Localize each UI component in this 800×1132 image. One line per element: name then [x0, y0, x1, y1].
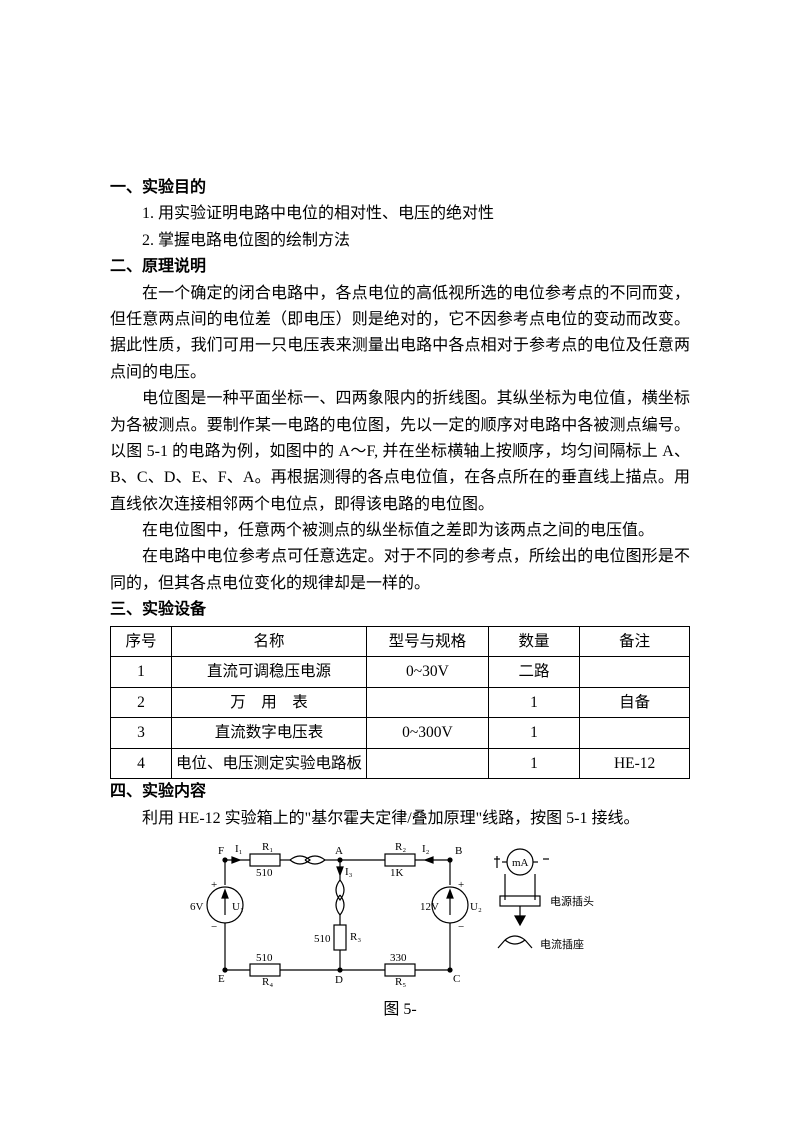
label-D: D — [335, 974, 343, 986]
section-3-title: 三、实验设备 — [110, 597, 690, 623]
figure-caption: 图 5- — [110, 997, 690, 1023]
principle-p1: 在一个确定的闭合电路中，各点电位的高低视所选的电位参考点的不同而变，但任意两点间… — [110, 281, 690, 387]
label-I2: I₂ — [422, 843, 430, 855]
cell: 1 — [488, 687, 579, 718]
cell: 直流可调稳压电源 — [171, 657, 366, 688]
cell: 电位、电压测定实验电路板 — [171, 748, 366, 779]
principle-p2: 电位图是一种平面坐标一、四两象限内的折线图。其纵坐标为电位值，横坐标为各被测点。… — [110, 386, 690, 518]
th-seq: 序号 — [111, 626, 172, 657]
label-R1: R₁ — [262, 841, 273, 853]
circuit-diagram: F I₁ R₁ 510 A I₃ R₂ 1K I₂ B 6V + − U₁ 12… — [110, 840, 690, 995]
principle-p4: 在电路中电位参考点可任意选定。对于不同的参考点，所绘出的电位图形是不同的，但其各… — [110, 544, 690, 597]
svg-text:−: − — [458, 921, 464, 933]
table-row: 4 电位、电压测定实验电路板 1 HE-12 — [111, 748, 690, 779]
svg-text:+: + — [211, 879, 217, 891]
cell: 二路 — [488, 657, 579, 688]
label-R3: R₃ — [350, 931, 361, 943]
label-330: 330 — [390, 952, 407, 964]
cell: HE-12 — [580, 748, 690, 779]
cell: 4 — [111, 748, 172, 779]
label-socket: 电流插座 — [540, 937, 584, 951]
principle-p3: 在电位图中，任意两个被测点的纵坐标值之差即为该两点之间的电压值。 — [110, 518, 690, 544]
label-510b: 510 — [256, 952, 273, 964]
table-header-row: 序号 名称 型号与规格 数量 备注 — [111, 626, 690, 657]
label-R4: R₄ — [262, 976, 273, 988]
cell: 2 — [111, 687, 172, 718]
label-plug: 电源插头 — [550, 894, 594, 908]
cell: 自备 — [580, 687, 690, 718]
svg-text:−: − — [211, 921, 217, 933]
label-B: B — [455, 845, 462, 857]
cell: 0~300V — [366, 718, 488, 749]
cell — [366, 687, 488, 718]
th-spec: 型号与规格 — [366, 626, 488, 657]
label-510a: 510 — [256, 867, 273, 879]
table-row: 1 直流可调稳压电源 0~30V 二路 — [111, 657, 690, 688]
th-note: 备注 — [580, 626, 690, 657]
label-I3: I₃ — [345, 866, 353, 878]
label-R5: R₅ — [395, 976, 406, 988]
objective-2: 2. 掌握电路电位图的绘制方法 — [110, 228, 690, 254]
label-12V: 12V — [420, 901, 439, 913]
section-4-title: 四、实验内容 — [110, 779, 690, 805]
section-2-title: 二、原理说明 — [110, 254, 690, 280]
label-U1: U₁ — [232, 901, 244, 913]
label-C: C — [453, 973, 460, 985]
table-row: 2 万 用 表 1 自备 — [111, 687, 690, 718]
cell: 1 — [488, 748, 579, 779]
cell: 1 — [488, 718, 579, 749]
label-F: F — [218, 845, 224, 857]
cell: 直流数字电压表 — [171, 718, 366, 749]
label-6V: 6V — [190, 901, 204, 913]
objective-1: 1. 用实验证明电路中电位的相对性、电压的绝对性 — [110, 201, 690, 227]
label-mA: mA — [512, 857, 529, 869]
label-1K: 1K — [390, 867, 404, 879]
label-510c: 510 — [314, 933, 331, 945]
label-I1: I₁ — [235, 843, 243, 855]
cell: 1 — [111, 657, 172, 688]
label-A: A — [335, 845, 343, 857]
content-p1: 利用 HE-12 实验箱上的"基尔霍夫定律/叠加原理"线路，按图 5-1 接线。 — [110, 806, 690, 832]
svg-text:+: + — [458, 879, 464, 891]
label-E: E — [218, 973, 225, 985]
section-1-title: 一、实验目的 — [110, 175, 690, 201]
cell — [366, 748, 488, 779]
cell — [580, 718, 690, 749]
cell: 万 用 表 — [171, 687, 366, 718]
cell: 0~30V — [366, 657, 488, 688]
circuit-svg: F I₁ R₁ 510 A I₃ R₂ 1K I₂ B 6V + − U₁ 12… — [190, 840, 610, 995]
label-U2: U₂ — [470, 901, 482, 913]
th-name: 名称 — [171, 626, 366, 657]
label-R2: R₂ — [395, 841, 406, 853]
table-row: 3 直流数字电压表 0~300V 1 — [111, 718, 690, 749]
cell: 3 — [111, 718, 172, 749]
th-qty: 数量 — [488, 626, 579, 657]
equipment-table: 序号 名称 型号与规格 数量 备注 1 直流可调稳压电源 0~30V 二路 2 … — [110, 626, 690, 780]
cell — [580, 657, 690, 688]
